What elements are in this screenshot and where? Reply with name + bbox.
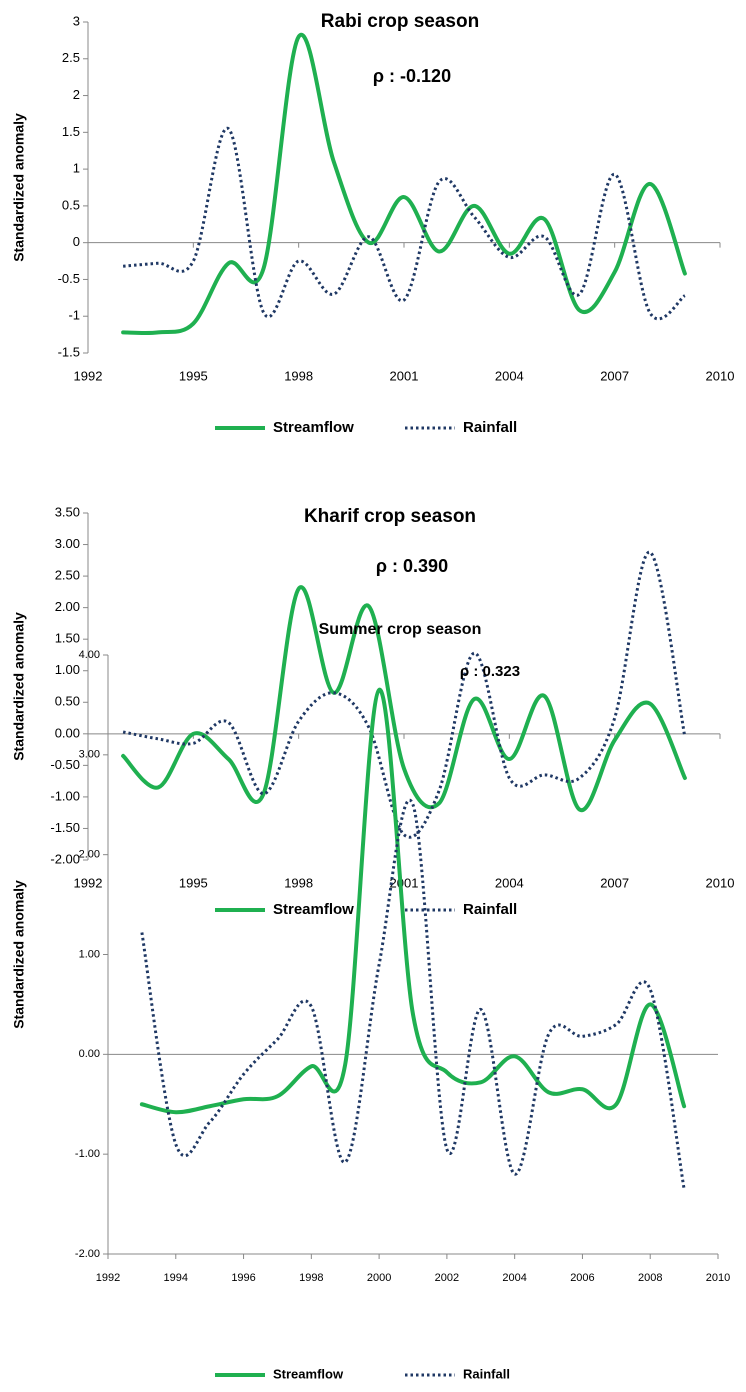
y-tick-label: 1.5	[62, 124, 80, 139]
x-tick-label: 1992	[96, 1272, 120, 1284]
legend-label: Streamflow	[273, 419, 354, 436]
y-tick-label: 2.50	[55, 568, 80, 583]
y-tick-label: 1.00	[79, 948, 100, 960]
x-tick-label: 2002	[435, 1272, 459, 1284]
x-tick-label: 1992	[74, 368, 103, 383]
y-tick-label: 2	[73, 87, 80, 102]
legend-label: Rainfall	[463, 419, 517, 436]
y-tick-label: 2.00	[55, 599, 80, 614]
chart-title: Rabi crop season	[321, 11, 479, 32]
y-tick-label: -1.00	[75, 1148, 100, 1160]
y-tick-label: 2.5	[62, 50, 80, 65]
y-tick-label: 1	[73, 161, 80, 176]
x-tick-label: 1992	[74, 875, 103, 890]
x-tick-label: 1995	[179, 875, 208, 890]
y-tick-label: 2.00	[79, 849, 100, 861]
x-tick-label: 2004	[495, 875, 524, 890]
y-tick-label: 3.00	[55, 536, 80, 551]
y-tick-label: -1.00	[50, 788, 80, 803]
y-tick-label: -2.00	[75, 1248, 100, 1260]
y-axis-label: Standardized anomaly	[11, 880, 27, 1029]
annotation: ρ : -0.120	[373, 66, 451, 86]
y-tick-label: -2.00	[50, 851, 80, 866]
x-tick-label: 1995	[179, 368, 208, 383]
x-tick-label: 2001	[390, 368, 419, 383]
y-tick-label: 0.5	[62, 197, 80, 212]
y-axis-label: Standardized anomaly	[11, 113, 27, 262]
legend-label: Rainfall	[463, 901, 517, 918]
chart-title: Kharif crop season	[304, 506, 476, 527]
series-line	[121, 585, 687, 812]
legend-label: Streamflow	[273, 1366, 344, 1381]
chart-title: Summer crop season	[319, 621, 482, 638]
x-tick-label: 2008	[638, 1272, 662, 1284]
series-line	[121, 32, 687, 336]
y-tick-label: -1.50	[50, 820, 80, 835]
x-tick-label: 2006	[570, 1272, 594, 1284]
x-tick-label: 1998	[284, 368, 313, 383]
x-tick-label: 1996	[231, 1272, 255, 1284]
y-tick-label: 3.50	[55, 504, 80, 519]
y-tick-label: 0	[73, 234, 80, 249]
y-tick-label: 0.00	[55, 725, 80, 740]
y-tick-label: 3.00	[79, 749, 100, 761]
x-tick-label: 2004	[502, 1272, 526, 1284]
x-tick-label: 2010	[706, 875, 735, 890]
y-axis-label: Standardized anomaly	[11, 612, 27, 761]
y-tick-label: -0.50	[50, 757, 80, 772]
legend-label: Streamflow	[273, 901, 354, 918]
series-line	[140, 799, 686, 1190]
y-tick-label: 4.00	[79, 649, 100, 661]
x-tick-label: 2007	[600, 875, 629, 890]
annotation: ρ : 0.323	[460, 663, 520, 680]
x-tick-label: 2001	[390, 875, 419, 890]
y-tick-label: 1.00	[55, 662, 80, 677]
y-tick-label: -1	[68, 308, 80, 323]
y-tick-label: 3	[73, 13, 80, 28]
y-tick-label: 0.50	[55, 694, 80, 709]
x-tick-label: 1994	[164, 1272, 188, 1284]
x-tick-label: 2010	[706, 368, 735, 383]
annotation: ρ : 0.390	[376, 556, 448, 576]
y-tick-label: 1.50	[55, 631, 80, 646]
x-tick-label: 1998	[284, 875, 313, 890]
y-tick-label: -1.5	[58, 344, 80, 359]
series-line	[122, 127, 686, 321]
x-tick-label: 2004	[495, 368, 524, 383]
x-tick-label: 2000	[367, 1272, 391, 1284]
series-line	[139, 687, 687, 1115]
x-tick-label: 2007	[600, 368, 629, 383]
x-tick-label: 1998	[299, 1272, 323, 1284]
legend-label: Rainfall	[463, 1366, 510, 1381]
y-tick-label: 0.00	[79, 1048, 100, 1060]
y-tick-label: -0.5	[58, 271, 80, 286]
x-tick-label: 2010	[706, 1272, 730, 1284]
series-line	[122, 550, 687, 839]
